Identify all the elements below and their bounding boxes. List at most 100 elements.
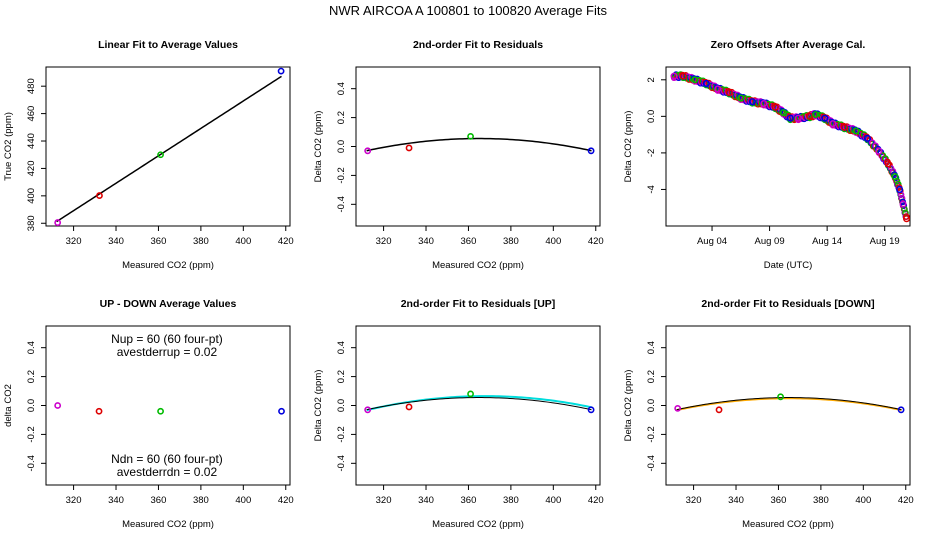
y-tick-label: 0.0 [646, 399, 657, 412]
y-axis-label: Delta CO2 (ppm) [313, 370, 324, 442]
x-axis-label: Measured CO2 (ppm) [122, 519, 214, 530]
offset-point [840, 123, 848, 131]
data-point [54, 219, 62, 226]
x-tick-label: Aug 14 [812, 236, 842, 247]
x-tick-label: 360 [461, 495, 477, 506]
fit-line [366, 137, 592, 152]
x-tick-label: 420 [898, 495, 914, 506]
plot-frame [45, 66, 291, 227]
y-axis-label: delta CO2 [3, 384, 14, 427]
offset-point [884, 160, 892, 168]
y-tick-label: 480 [26, 78, 37, 94]
x-tick-label: 320 [376, 495, 392, 506]
data-point [587, 147, 595, 155]
x-tick-label: 400 [235, 495, 251, 506]
plot-area [54, 67, 285, 226]
offset-point [896, 185, 904, 193]
offset-point [812, 110, 820, 119]
offset-point [829, 120, 837, 128]
x-tick-label: 320 [686, 495, 702, 506]
plot-area [54, 402, 285, 415]
x-axis-label: Measured CO2 (ppm) [742, 519, 834, 530]
offset-point [670, 72, 678, 80]
data-point [54, 402, 62, 409]
offset-point [902, 215, 910, 223]
data-point [587, 406, 595, 414]
x-tick-label: 420 [278, 236, 294, 247]
x-tick-label: 380 [193, 236, 209, 247]
x-tick-label: 380 [813, 495, 829, 506]
x-tick-label: Aug 09 [755, 236, 785, 247]
data-point [467, 390, 474, 398]
chart-title: UP - DOWN Average Values [100, 298, 237, 310]
data-point [777, 393, 784, 401]
chart-p5: 2nd-order Fit to Residuals [UP] 320 340 360… [313, 298, 604, 530]
y-tick-label: 0.4 [646, 341, 657, 354]
data-point [405, 403, 413, 411]
offset-point [714, 85, 722, 93]
fit-line [676, 397, 902, 411]
x-tick-label: 360 [461, 236, 477, 247]
y-tick-label: 0.2 [26, 370, 37, 383]
x-tick-label: 340 [108, 236, 124, 247]
y-axis-label: Delta CO2 (ppm) [313, 111, 324, 183]
y-tick-label: 2 [646, 77, 657, 82]
chart-p4: UP - DOWN Average Values 320 340 360 380 400 4… [3, 298, 294, 530]
fit-line [676, 397, 902, 412]
plot-area [670, 71, 910, 223]
offset-point [899, 200, 907, 208]
y-tick-label: 0.4 [336, 341, 347, 354]
x-tick-label: Aug 04 [697, 236, 727, 247]
offset-point [760, 100, 768, 108]
y-tick-label: 0.0 [26, 399, 37, 412]
x-tick-label: 400 [235, 236, 251, 247]
data-point [95, 407, 103, 415]
x-tick-label: 360 [151, 495, 167, 506]
chart-p3: Zero Offsets After Average Cal. Aug 04 Aug… [623, 39, 911, 271]
y-tick-label: -4 [646, 185, 657, 193]
y-tick-label: -0.2 [336, 426, 347, 442]
y-tick-label: 0.2 [336, 111, 347, 124]
y-tick-label: 0.2 [336, 370, 347, 383]
offset-point [691, 76, 699, 84]
plot-area [674, 393, 905, 414]
y-tick-label: -0.4 [26, 455, 37, 471]
data-point [467, 132, 474, 140]
annotation: Nup = 60 (60 four-pt) [111, 332, 223, 346]
y-tick-label: 460 [26, 106, 37, 122]
data-point [277, 67, 285, 75]
plot-area [364, 132, 595, 155]
annotation: avestderrdn = 0.02 [117, 465, 218, 479]
offset-point [821, 114, 829, 122]
x-tick-label: 420 [588, 236, 604, 247]
offset-point [725, 89, 733, 97]
y-tick-label: -0.2 [26, 426, 37, 442]
y-tick-label: -0.2 [336, 167, 347, 183]
y-tick-label: 0.4 [26, 341, 37, 354]
y-tick-label: 380 [26, 215, 37, 231]
y-tick-label: 0.0 [336, 140, 347, 153]
y-tick-label: -0.4 [336, 455, 347, 471]
offset-point [748, 98, 756, 106]
x-tick-label: 360 [771, 495, 787, 506]
chart-title: Zero Offsets After Average Cal. [711, 39, 866, 51]
x-axis-label: Measured CO2 (ppm) [432, 519, 524, 530]
data-point [96, 192, 103, 199]
x-tick-label: 340 [418, 495, 434, 506]
y-tick-label: 0.4 [336, 82, 347, 95]
data-point [157, 407, 164, 415]
offset-point [786, 114, 794, 122]
y-tick-label: 440 [26, 133, 37, 149]
chart-title: 2nd-order Fit to Residuals [413, 39, 543, 51]
y-tick-label: 420 [26, 161, 37, 177]
data-point [364, 406, 372, 414]
y-tick-label: -0.4 [646, 455, 657, 471]
offset-point [852, 127, 860, 135]
data-point [405, 144, 413, 152]
annotation: Ndn = 60 (60 four-pt) [111, 452, 223, 466]
chart-p2: 2nd-order Fit to Residuals 320 340 360 380 40… [313, 39, 604, 271]
data-point [157, 151, 164, 159]
figure-title: NWR AIRCOA A 100801 to 100820 Average Fi… [329, 3, 607, 18]
x-axis-label: Measured CO2 (ppm) [122, 260, 214, 271]
